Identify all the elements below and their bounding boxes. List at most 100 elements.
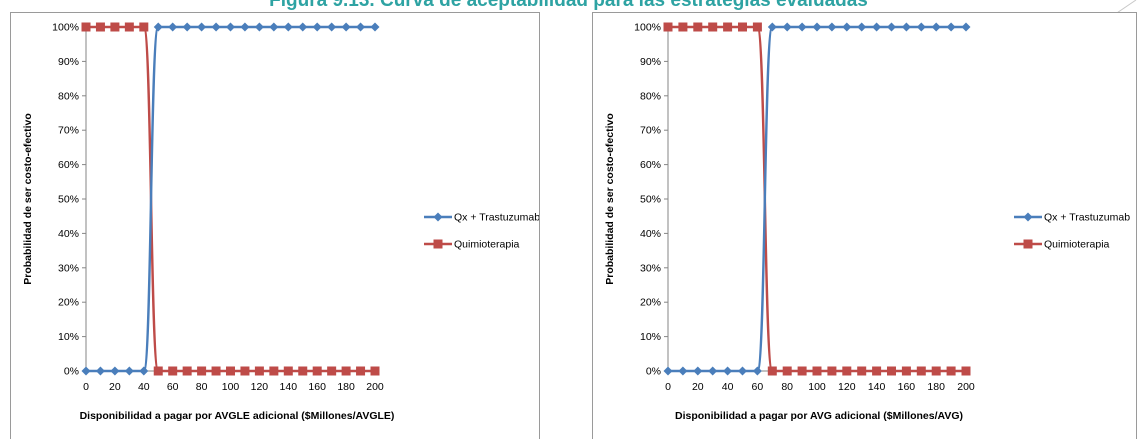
data-point-square — [812, 366, 822, 376]
data-point-square — [370, 366, 380, 376]
data-point-diamond — [693, 366, 703, 376]
data-point-square — [269, 366, 279, 376]
y-tick-label: 90% — [58, 56, 79, 68]
data-point-square — [916, 366, 926, 376]
data-point-diamond — [827, 22, 837, 32]
series-quimioterapia — [81, 22, 380, 376]
data-point-diamond — [857, 22, 867, 32]
data-point-square — [356, 366, 366, 376]
legend-entry: Quimioterapia — [424, 239, 520, 251]
data-point-diamond — [723, 366, 733, 376]
data-point-square — [693, 22, 703, 32]
x-tick-label: 40 — [722, 381, 734, 393]
x-axis-title: Disponibilidad a pagar por AVG adicional… — [675, 410, 963, 422]
data-point-square — [887, 366, 896, 376]
x-tick-label: 140 — [868, 381, 886, 393]
data-point-square — [211, 366, 221, 376]
data-point-diamond — [226, 22, 235, 32]
chart-frame-left: 0% 10% 20% 30% 40% 50% 60% 70% 80% 90% 100% 0 20 40 60… — [10, 12, 540, 439]
data-point-diamond — [182, 22, 192, 32]
series-line — [668, 25, 966, 373]
x-tick-label: 0 — [83, 381, 89, 393]
data-point-square — [767, 366, 777, 376]
data-point-square — [240, 366, 250, 376]
x-tick-label: 200 — [957, 381, 975, 393]
y-tick-label: 10% — [640, 331, 661, 343]
data-point-square — [931, 366, 941, 376]
data-point-square — [254, 366, 264, 376]
x-tick-label: 0 — [665, 381, 671, 393]
y-tick-label: 20% — [58, 297, 79, 309]
data-point-square — [827, 366, 837, 376]
data-point-diamond — [312, 22, 322, 32]
x-tick-label: 180 — [927, 381, 945, 393]
x-tick-label: 20 — [692, 381, 704, 393]
data-point-square — [738, 22, 747, 32]
y-tick-label: 60% — [58, 159, 79, 171]
y-tick-label: 30% — [58, 262, 79, 274]
data-point-square — [857, 366, 867, 376]
data-point-diamond — [663, 366, 673, 376]
data-point-diamond — [269, 22, 279, 32]
data-point-diamond — [298, 22, 308, 32]
data-point-diamond — [240, 22, 250, 32]
chart-left: 0% 10% 20% 30% 40% 50% 60% 70% 80% 90% 100% 0 20 40 60… — [22, 22, 540, 423]
data-point-diamond — [752, 366, 762, 376]
data-point-square — [901, 366, 911, 376]
data-point-diamond — [283, 22, 293, 32]
data-point-diamond — [961, 22, 971, 32]
y-tick-label: 20% — [640, 297, 661, 309]
data-point-diamond — [916, 22, 926, 32]
data-point-diamond — [254, 22, 264, 32]
y-tick-label: 80% — [640, 90, 661, 102]
data-point-diamond — [872, 22, 882, 32]
data-point-square — [139, 22, 149, 32]
y-tick-label: 0% — [646, 366, 661, 378]
x-tick-label: 200 — [366, 381, 384, 393]
data-point-diamond — [211, 22, 221, 32]
data-point-square — [283, 366, 293, 376]
data-point-square — [341, 366, 351, 376]
data-point-diamond — [946, 22, 956, 32]
data-point-diamond — [341, 22, 351, 32]
data-point-diamond — [782, 22, 792, 32]
data-point-square — [182, 366, 192, 376]
data-point-square — [95, 22, 105, 32]
chart-frame-right: 0% 10% 20% 30% 40% 50% 60% 70% 80% 90% 100% 0 20 40 60… — [592, 12, 1137, 439]
data-point-square — [298, 366, 308, 376]
data-point-diamond — [356, 22, 366, 32]
data-point-diamond — [139, 366, 149, 376]
data-point-diamond — [767, 22, 777, 32]
series-qx-trastuzumab — [663, 22, 971, 376]
series-qx-trastuzumab — [81, 22, 380, 376]
legend-label: Quimioterapia — [1044, 239, 1110, 251]
x-tick-label: 160 — [898, 381, 916, 393]
figure-title: Figura 9.13. Curva de aceptabilidad para… — [269, 0, 868, 11]
data-point-diamond — [370, 22, 380, 32]
chart-right: 0% 10% 20% 30% 40% 50% 60% 70% 80% 90% 100% 0 20 40 60… — [604, 22, 1130, 423]
legend-marker-square — [1023, 239, 1033, 249]
data-point-diamond — [708, 366, 718, 376]
data-point-square — [946, 366, 956, 376]
data-point-diamond — [168, 22, 178, 32]
legend-entry: Quimioterapia — [1014, 239, 1110, 251]
data-point-diamond — [153, 22, 163, 32]
x-tick-label: 40 — [138, 381, 150, 393]
data-point-square — [842, 366, 852, 376]
data-point-square — [124, 22, 134, 32]
data-point-diamond — [887, 22, 896, 32]
data-point-square — [961, 366, 971, 376]
legend-label: Quimioterapia — [454, 239, 520, 251]
data-point-diamond — [812, 22, 822, 32]
data-point-diamond — [327, 22, 337, 32]
data-point-square — [782, 366, 792, 376]
y-tick-label: 30% — [640, 262, 661, 274]
x-tick-label: 80 — [781, 381, 793, 393]
data-point-square — [197, 366, 207, 376]
y-tick-label: 100% — [634, 22, 661, 34]
x-tick-label: 60 — [752, 381, 764, 393]
series-line — [86, 25, 375, 373]
legend-marker-diamond — [433, 212, 443, 222]
data-point-diamond — [95, 366, 105, 376]
legend-entry: Qx + Trastuzumab — [1014, 212, 1130, 224]
